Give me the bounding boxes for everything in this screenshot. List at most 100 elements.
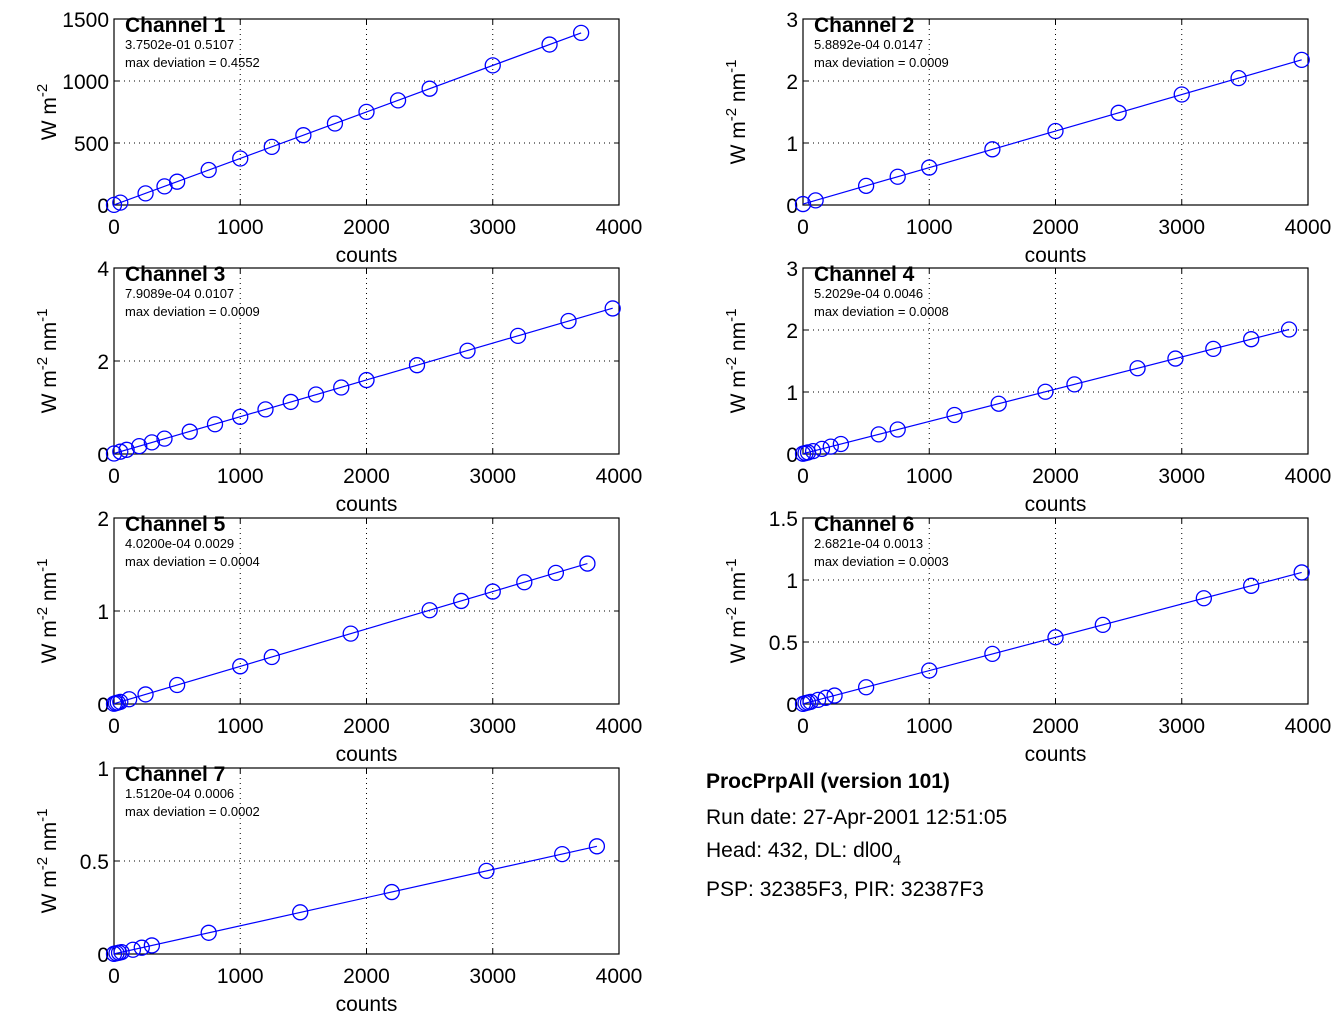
y-axis-label-part: W m [38,97,61,140]
data-point [120,691,138,708]
y-axis-label-part: W m [38,370,61,413]
x-axis-label: counts [336,244,398,267]
data-point [588,838,606,855]
y-axis-label-part: W m [727,121,750,164]
data-point [870,426,887,443]
data-point [200,161,217,179]
x-tick-label: 0 [797,715,809,738]
y-axis-label-exponent: -1 [723,60,740,73]
fit-line [113,845,598,955]
data-point [206,416,224,433]
data-point [113,943,130,961]
y-tick-label: 2 [97,508,109,531]
y-tick-label: 500 [74,133,109,156]
x-tick-label: 3000 [1158,715,1205,738]
y-axis-label-part: nm [38,572,61,607]
x-tick-label: 4000 [596,715,643,738]
x-tick-label: 2000 [343,216,390,239]
x-tick-label: 0 [108,465,120,488]
x-tick-label: 2000 [1032,715,1079,738]
max-deviation: max deviation = 0.0002 [125,804,260,819]
fit-coefficients: 4.0200e-04 0.0029 [125,536,234,551]
max-deviation: max deviation = 0.0008 [814,304,949,319]
data-point [579,555,596,572]
data-point [342,625,359,642]
fit-coefficients: 3.7502e-01 0.5107 [125,37,234,52]
y-axis-label-exponent: -1 [34,559,51,572]
data-point [453,592,470,610]
y-tick-label: 1500 [62,9,109,32]
data-point [857,177,875,194]
data-point [200,924,217,941]
data-point [156,430,173,447]
y-axis-label: W m-2 nm-1 [723,309,750,414]
fit-coefficients: 7.9089e-04 0.0107 [125,286,234,301]
channel-title: Channel 7 [125,763,225,786]
chart-panel-1: 0 1000 2000 3000 4000 0 500 1000 1500 counts W m-2… [34,9,642,267]
x-tick-label: 3000 [469,465,516,488]
data-point [1293,564,1310,581]
data-point [516,574,533,591]
x-axis-label: counts [336,743,398,766]
data-point [263,138,280,155]
x-tick-label: 3000 [1158,216,1205,239]
fit-line [113,562,588,705]
data-point [990,395,1007,412]
y-tick-label: 4 [97,258,109,281]
y-axis-label-exponent: -2 [34,857,51,870]
data-point [509,327,527,345]
data-point [946,406,963,424]
y-tick-label: 1 [786,382,798,405]
fit-coefficients: 5.2029e-04 0.0046 [814,286,923,301]
data-point [817,689,834,706]
data-point [1280,321,1298,338]
data-point [333,379,350,396]
y-axis-label-exponent: -1 [34,309,51,322]
fit-coefficients: 2.6821e-04 0.0013 [814,536,923,551]
data-point [572,24,590,42]
x-tick-label: 3000 [469,965,516,988]
y-axis-label: W m-2 [34,84,61,141]
y-axis-label-exponent: -1 [34,809,51,822]
fit-coefficients: 1.5120e-04 0.0006 [125,786,234,801]
data-point [804,442,822,460]
y-tick-label: 2 [786,320,798,343]
y-axis-label-part: W m [727,370,750,413]
channel-title: Channel 5 [125,513,226,536]
y-axis-label-part: nm [727,73,750,108]
chart-panel-6: 0 1000 2000 3000 4000 0 0.5 1 1.5 counts W m-2 nm-… [723,508,1331,766]
data-point [112,194,129,211]
y-axis-label-exponent: -2 [723,357,740,370]
x-tick-label: 4000 [596,216,643,239]
data-point [604,300,621,317]
x-axis-label: counts [1025,493,1087,516]
data-point [1047,122,1064,140]
data-point [383,883,400,901]
chart-panel-2: 0 1000 2000 3000 4000 0 1 2 3 counts W m-2 nm-1 Cha… [723,9,1331,267]
data-point [1173,86,1190,103]
head-datalogger: Head: 432, DL: dl004 [706,839,1007,869]
y-tick-label: 0 [786,195,798,218]
channel-title: Channel 1 [125,14,226,37]
head-label: Head: 432, DL: dl00 [706,839,893,862]
max-deviation: max deviation = 0.0009 [814,55,949,70]
data-point [232,658,249,675]
channel-title: Channel 2 [814,14,914,37]
chart-panel-3: 0 1000 2000 3000 4000 0 2 4 counts W m-2 nm-1 Chan… [34,258,642,516]
x-tick-label: 4000 [596,465,643,488]
y-axis-label-part: W m [38,620,61,663]
run-date: Run date: 27-Apr-2001 12:51:05 [706,806,1008,829]
y-tick-label: 3 [786,9,798,32]
y-axis-label-exponent: -2 [34,607,51,620]
data-point [889,168,906,185]
data-point [1129,360,1146,377]
data-point [794,195,812,213]
data-point [554,845,571,863]
data-point [408,357,426,374]
data-point [389,92,407,109]
data-point [133,939,150,956]
y-axis-label-exponent: -2 [34,84,51,97]
data-point [857,679,875,696]
y-tick-label: 0 [786,444,798,467]
